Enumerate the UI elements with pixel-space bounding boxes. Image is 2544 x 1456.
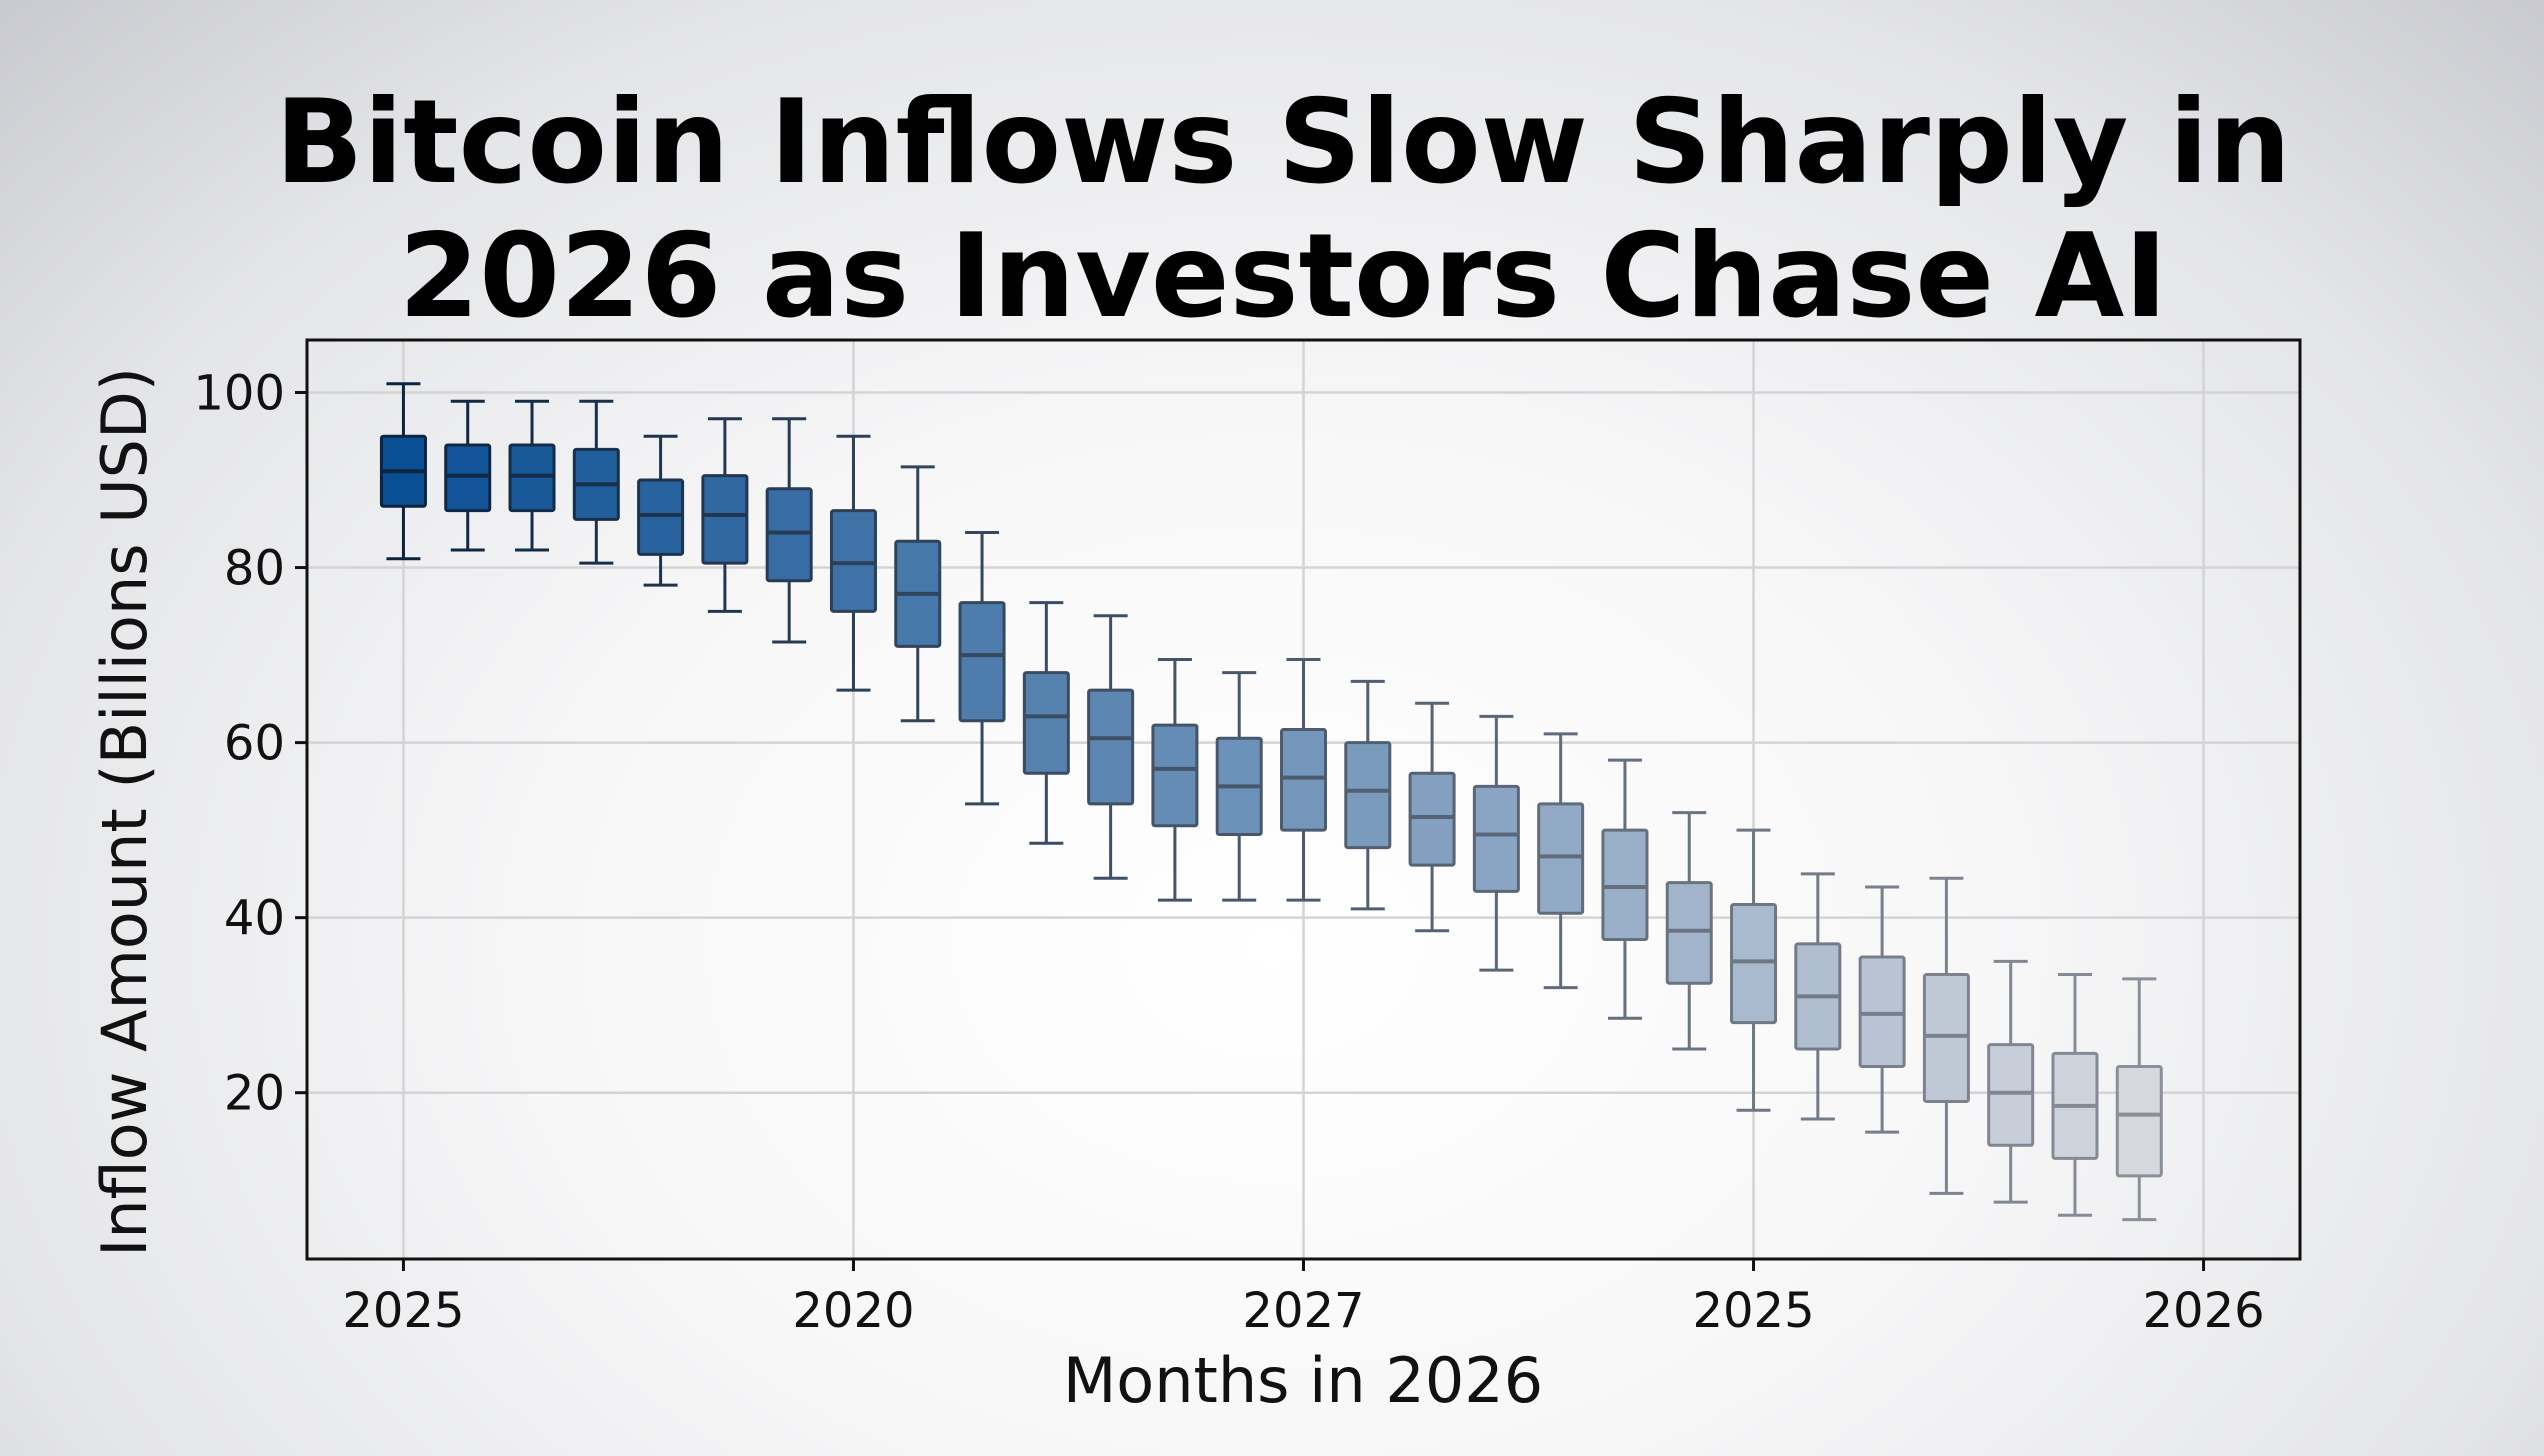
x-tick-label-1: 2020 bbox=[792, 1283, 914, 1339]
x-axis-label: Months in 2026 bbox=[1063, 1344, 1543, 1417]
box-11 bbox=[1022, 601, 1070, 845]
box-7-iqr bbox=[765, 487, 813, 583]
y-tick-label-3: 80 bbox=[224, 541, 285, 597]
box-13-iqr bbox=[1151, 723, 1199, 828]
y-axis-label: Inflow Amount (Billions USD) bbox=[88, 367, 161, 1257]
y-tick-label-1: 40 bbox=[224, 891, 285, 947]
box-28 bbox=[2115, 977, 2163, 1222]
box-11-iqr bbox=[1022, 671, 1070, 775]
box-8-iqr bbox=[829, 509, 877, 613]
y-tick-label-4: 100 bbox=[193, 366, 285, 422]
box-5 bbox=[637, 434, 685, 587]
chart-title-line-2: 2026 as Investors Chase AI bbox=[399, 209, 2168, 344]
y-tick-label-0: 20 bbox=[224, 1066, 285, 1122]
box-17 bbox=[1408, 701, 1456, 933]
chart-title-line-1: Bitcoin Inflows Slow Sharply in bbox=[275, 75, 2291, 210]
x-tick-label-2: 2027 bbox=[1242, 1283, 1364, 1339]
box-2-iqr bbox=[444, 443, 492, 513]
x-tick-label-0: 2025 bbox=[342, 1283, 464, 1339]
box-25-iqr bbox=[1922, 973, 1970, 1103]
box-28-iqr bbox=[2115, 1064, 2163, 1178]
box-26 bbox=[1987, 959, 2035, 1204]
box-10-iqr bbox=[958, 601, 1006, 723]
box-21 bbox=[1665, 811, 1713, 1051]
x-tick-label-3: 2025 bbox=[1692, 1283, 1814, 1339]
box-16-iqr bbox=[1344, 741, 1392, 850]
axis-ticks: 20 40 60 80 100 2025 2020 2027 2025 2026 bbox=[193, 366, 2264, 1339]
box-8 bbox=[829, 434, 877, 692]
box-14 bbox=[1215, 671, 1263, 902]
box-3-iqr bbox=[508, 443, 556, 513]
box-9 bbox=[894, 465, 942, 723]
box-19-iqr bbox=[1537, 802, 1585, 915]
x-tick-label-4: 2026 bbox=[2142, 1283, 2264, 1339]
box-series bbox=[379, 382, 2163, 1222]
box-26-iqr bbox=[1987, 1043, 2035, 1147]
box-6 bbox=[701, 417, 749, 613]
box-24 bbox=[1858, 885, 1906, 1134]
box-5-iqr bbox=[637, 478, 685, 556]
box-22 bbox=[1730, 828, 1778, 1112]
box-18 bbox=[1472, 714, 1520, 972]
box-4 bbox=[572, 399, 620, 565]
box-23 bbox=[1794, 872, 1842, 1121]
box-20 bbox=[1601, 758, 1649, 1020]
box-12 bbox=[1087, 614, 1135, 880]
box-22-iqr bbox=[1730, 903, 1778, 1025]
box-6-iqr bbox=[701, 474, 749, 565]
box-19 bbox=[1537, 732, 1585, 990]
box-18-iqr bbox=[1472, 784, 1520, 893]
box-25 bbox=[1922, 876, 1970, 1195]
box-21-iqr bbox=[1665, 881, 1713, 985]
y-tick-label-2: 60 bbox=[224, 716, 285, 772]
box-24-iqr bbox=[1858, 955, 1906, 1068]
box-13 bbox=[1151, 657, 1199, 902]
box-15 bbox=[1280, 657, 1327, 902]
box-3 bbox=[508, 399, 556, 552]
box-15-iqr bbox=[1280, 727, 1327, 832]
box-1 bbox=[379, 382, 427, 561]
box-2 bbox=[444, 399, 492, 552]
box-10 bbox=[958, 531, 1006, 806]
box-16 bbox=[1344, 679, 1392, 911]
box-12-iqr bbox=[1087, 688, 1135, 806]
box-7 bbox=[765, 417, 813, 644]
box-27 bbox=[2051, 973, 2099, 1217]
box-17-iqr bbox=[1408, 771, 1456, 867]
box-20-iqr bbox=[1601, 828, 1649, 942]
